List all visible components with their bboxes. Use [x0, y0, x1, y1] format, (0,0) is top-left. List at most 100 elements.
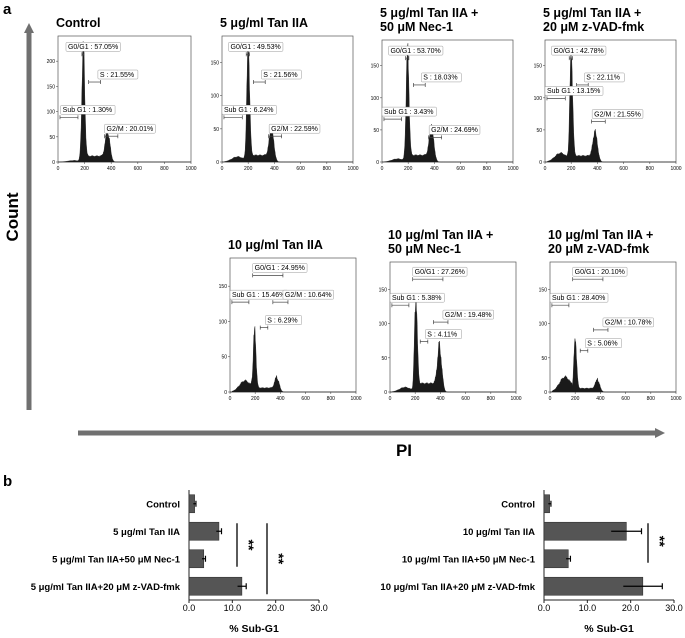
- gate-label-box: [544, 86, 604, 96]
- histogram-5-tan-zvad: 5 μg/ml Tan IIA +20 μM z-VAD-fmk 0 50 100 15…: [534, 6, 682, 172]
- histogram-curve: [58, 41, 191, 163]
- category-label: 10 μg/ml Tan IIA: [463, 527, 535, 538]
- category-label: 10 μg/ml Tan IIA+20 μM z-VAD-fmk: [380, 582, 535, 593]
- gate-label-box: [104, 123, 156, 134]
- bar-chart-10-tan: 0.0 10.0 20.0 30.0 % Sub-G1 Control 10 μg/ml T…: [380, 490, 683, 635]
- panel-b-letter: b: [3, 473, 12, 490]
- x-tick-label: 30.0: [310, 603, 328, 613]
- y-tick-label: 100: [534, 96, 543, 102]
- x-tick-label: 10.0: [579, 603, 597, 613]
- bar: [188, 521, 220, 541]
- y-tick-label: 0: [539, 160, 542, 166]
- gate-label-box: [252, 263, 308, 273]
- gate-label-box: [261, 69, 302, 80]
- gate-label: Sub G1 : 6.24%: [224, 107, 273, 114]
- x-tick-label: 200: [404, 166, 413, 172]
- histogram-10-tan: 10 μg/ml Tan IIA 0 50 100 150 0 200 400 600 800 10…: [219, 238, 362, 402]
- pi-axis-title: PI: [396, 441, 412, 460]
- x-tick-label: 1000: [185, 166, 196, 172]
- y-tick-label: 150: [219, 284, 228, 290]
- category-label: 10 μg/ml Tan IIA+50 μM Nec-1: [402, 554, 536, 565]
- histogram-title: Control: [56, 16, 100, 30]
- histogram-title: 20 μM z-VAD-fmk: [543, 20, 644, 34]
- gate-label-box: [428, 125, 481, 135]
- gate-label: G0/G1 : 53.70%: [391, 48, 441, 55]
- gate-label: G2/M : 19.48%: [445, 312, 492, 319]
- histogram-5-tan: 5 μg/ml Tan IIA 0 50 100 150 0 200 400 600 800 100…: [211, 16, 359, 172]
- gate-label: G2/M : 21.55%: [594, 111, 641, 118]
- histogram-control: Control 0 50 100 150 200 0 200 400 600 800 1000 G0/G…: [47, 16, 197, 172]
- gate-label-box: [265, 315, 302, 325]
- y-tick-label: 100: [211, 94, 220, 100]
- gate-label-box: [602, 317, 654, 328]
- gate-label-box: [221, 105, 277, 115]
- x-tick-label: 0.0: [183, 603, 196, 613]
- significance-marker: **: [241, 540, 257, 551]
- bar-chart-5-tan: 0.0 10.0 20.0 30.0 % Sub-G1 Control 5 μg/ml Ta…: [31, 490, 328, 635]
- x-tick-label: 800: [327, 396, 336, 402]
- y-tick-label: 100: [47, 110, 56, 116]
- gate-label: S : 6.29%: [267, 317, 297, 324]
- x-tick-label: 200: [251, 396, 260, 402]
- gate-label-box: [585, 338, 622, 348]
- y-tick-label: 200: [47, 59, 56, 65]
- x-tick-label: 200: [571, 396, 580, 402]
- y-tick-label: 50: [536, 128, 542, 134]
- x-tick-label: 200: [411, 396, 420, 402]
- x-tick-label: 800: [647, 396, 656, 402]
- gate-label-box: [584, 72, 625, 83]
- gate-label: G2/M : 22.59%: [271, 126, 318, 133]
- gate-label: G2/M : 24.69%: [431, 127, 478, 134]
- x-tick-label: 800: [323, 166, 332, 172]
- y-tick-label: 0: [224, 390, 227, 396]
- histogram-curve: [382, 43, 513, 163]
- x-tick-label: 0: [544, 166, 547, 172]
- gate-label: S : 18.03%: [423, 75, 457, 82]
- gate-label: G2/M : 10.64%: [285, 292, 332, 299]
- x-tick-label: 1000: [670, 396, 681, 402]
- gate-label: G0/G1 : 24.95%: [255, 265, 305, 272]
- histogram-curve: [230, 326, 356, 393]
- gate-label: S : 21.56%: [263, 72, 297, 79]
- histogram-title: 50 μM Nec-1: [388, 242, 461, 256]
- gate-label: Sub G1 : 1.30%: [63, 107, 112, 114]
- x-tick-label: 0: [57, 166, 60, 172]
- x-tick-label: 20.0: [267, 603, 285, 613]
- y-tick-label: 150: [534, 64, 543, 70]
- gate-label: G2/M : 10.78%: [605, 320, 652, 327]
- x-tick-label: 400: [436, 396, 445, 402]
- bar: [188, 576, 243, 596]
- category-label: 5 μg/ml Tan IIA+50 μM Nec-1: [52, 554, 181, 565]
- x-tick-label: 600: [296, 166, 305, 172]
- gate-label: Sub G1 : 28.40%: [552, 295, 605, 302]
- x-tick-label: 800: [483, 166, 492, 172]
- histogram-curve: [550, 338, 676, 393]
- y-tick-label: 50: [221, 355, 227, 361]
- y-tick-label: 0: [384, 390, 387, 396]
- histogram-10-tan-zvad: 10 μg/ml Tan IIA +20 μM z-VAD-fmk 0 50 100 1…: [539, 228, 682, 402]
- histogram-frame: [544, 39, 677, 163]
- x-tick-label: 200: [244, 166, 253, 172]
- x-tick-label: 1000: [510, 396, 521, 402]
- y-tick-label: 0: [544, 390, 547, 396]
- y-tick-label: 0: [376, 160, 379, 166]
- histogram-10-tan-nec1: 10 μg/ml Tan IIA +50 μM Nec-1 0 50 100 150 0 2…: [379, 228, 522, 402]
- y-tick-label: 0: [52, 160, 55, 166]
- x-tick-label: 0: [381, 166, 384, 172]
- gate-label-box: [381, 106, 437, 117]
- histogram-frame: [229, 257, 357, 393]
- x-tick-label: 0: [389, 396, 392, 402]
- category-label: Control: [146, 499, 180, 510]
- x-tick-label: 200: [567, 166, 576, 172]
- y-tick-label: 150: [211, 61, 220, 67]
- gate-label-box: [442, 309, 494, 320]
- histogram-title: 5 μg/ml Tan IIA +: [543, 6, 641, 20]
- x-tick-label: 400: [430, 166, 439, 172]
- gate-label: S : 5.06%: [587, 341, 617, 348]
- x-tick-label: 600: [301, 396, 310, 402]
- y-tick-label: 100: [539, 322, 548, 328]
- gate-label-box: [591, 109, 644, 119]
- y-tick-label: 100: [219, 319, 228, 325]
- histogram-curve: [222, 44, 353, 163]
- histogram-5-tan-nec1: 5 μg/ml Tan IIA +50 μM Nec-1 0 50 100 150 0 20…: [371, 6, 519, 172]
